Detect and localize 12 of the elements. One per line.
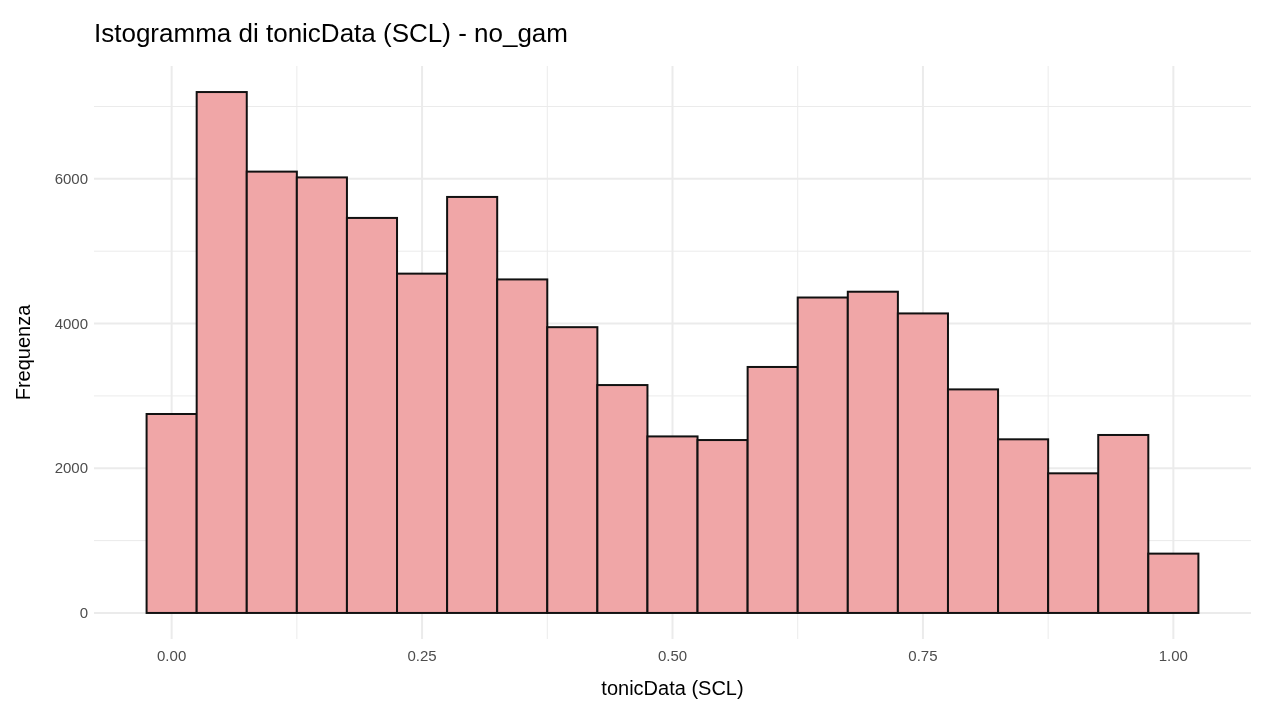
x-tick-label: 0.50 [657, 647, 688, 664]
y-tick-label: 6000 [54, 169, 88, 187]
x-tick-label: 1.00 [1158, 647, 1188, 664]
y-tick-label: 4000 [54, 314, 88, 332]
x-tick-label: 0.25 [407, 647, 437, 664]
y-tick-label: 2000 [54, 459, 88, 477]
chart-title: Istogramma di tonicData (SCL) - no_gam [94, 18, 568, 48]
y-tick-label: 0 [79, 603, 88, 621]
y-axis-title: Frequenza [12, 303, 34, 401]
x-tick-label: 0.00 [157, 647, 187, 664]
x-tick-label: 0.75 [908, 647, 938, 664]
x-axis-title: tonicData (SCL) [601, 677, 744, 699]
